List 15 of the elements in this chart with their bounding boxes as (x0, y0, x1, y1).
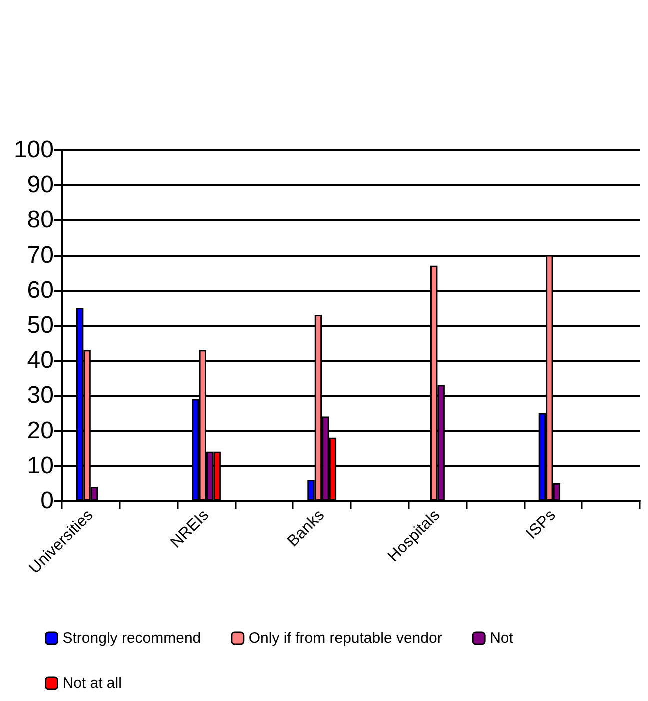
y-tick-label: 10 (27, 452, 54, 480)
y-tick-label: 20 (27, 417, 54, 444)
legend-label: Strongly recommend (62, 630, 202, 647)
legend-label: Only if from reputable vendor (248, 630, 442, 647)
y-tick-label: 100 (14, 136, 54, 164)
y-tick-label: 90 (27, 172, 54, 199)
y-tick-label: 30 (27, 382, 54, 410)
y-tick-label: 70 (27, 242, 54, 269)
y-tick-label: 40 (27, 347, 54, 374)
y-tick-label: 80 (27, 206, 54, 234)
y-tick-label: 50 (27, 312, 54, 339)
legend-label: Not at all (62, 675, 122, 692)
y-tick-label: 0 (40, 488, 54, 514)
y-tick-label: 60 (27, 276, 54, 304)
legend-label: Not (490, 630, 514, 647)
